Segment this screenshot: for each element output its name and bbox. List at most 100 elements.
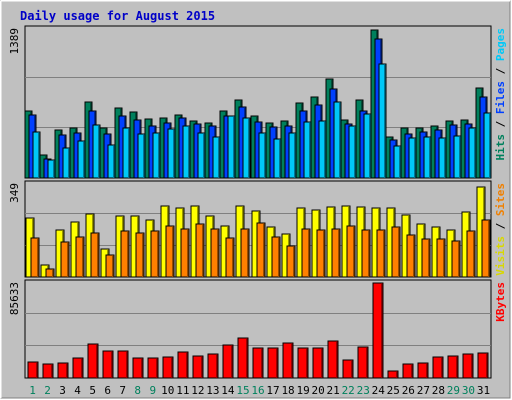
bar-sites-day-17-shade: [278, 238, 280, 277]
bar-pages-day-25-shade: [399, 147, 401, 178]
x-axis-labels: 1 2 3 4 5 6 7 8 9 10 11 12 13 14 15 16 17 18 19 20 21 22 23 24 2…: [29, 384, 490, 397]
bar-sites-day-5-shade: [97, 234, 99, 277]
bar-pages-day-2: [47, 159, 56, 179]
bar-pages-day-28: [438, 137, 447, 179]
bar-kbytes-day-7-body: [117, 350, 129, 379]
bar-kbytes-day-12-shade: [201, 357, 203, 378]
bar-kbytes-day-26-shade: [411, 365, 413, 378]
x-tick-label-day-18: 18: [281, 384, 294, 397]
bar-kbytes-day-21-body: [327, 340, 339, 379]
bar-kbytes-day-2-shade: [51, 365, 53, 378]
bar-sites-day-23: [361, 229, 371, 278]
bar-kbytes-day-29-shade: [456, 357, 458, 378]
bar-sites-day-31-body: [481, 219, 491, 278]
bar-kbytes-day-14-body: [222, 344, 234, 379]
bar-sites-day-22-shade: [353, 227, 355, 277]
x-tick-label-day-21: 21: [327, 384, 340, 397]
legend-bottom-part-0: KBytes: [494, 282, 507, 322]
panel-middle: 349 Visits / Sites: [8, 180, 507, 278]
bar-sites-day-15-body: [240, 228, 250, 278]
bar-kbytes-day-15: [237, 337, 249, 379]
bar-sites-day-9: [150, 230, 160, 278]
bar-sites-day-20: [316, 229, 326, 278]
bar-sites-day-8: [135, 232, 145, 278]
bar-sites-day-22: [346, 225, 356, 278]
bar-sites-day-23-shade: [368, 231, 370, 277]
panel-top: 1389 Hits / Files / Pages: [8, 25, 507, 179]
bar-sites-day-14-shade: [232, 239, 234, 277]
bar-pages-day-19: [303, 121, 312, 179]
bar-kbytes-day-13-body: [207, 353, 219, 379]
bar-sites-day-28: [436, 238, 446, 278]
bar-sites-day-22-body: [346, 225, 356, 278]
x-tick-label-day-6: 6: [104, 384, 111, 397]
bar-sites-day-2: [45, 268, 55, 278]
bar-kbytes-day-20-body: [312, 347, 324, 379]
bar-pages-day-14-shade: [233, 117, 235, 178]
bar-sites-day-30-body: [466, 230, 476, 278]
bar-kbytes-day-27-shade: [426, 364, 428, 378]
bar-sites-day-24: [376, 229, 386, 278]
x-tick-label-day-17: 17: [266, 384, 279, 397]
bar-kbytes-day-23-shade: [366, 348, 368, 378]
bar-kbytes-day-8-body: [132, 357, 144, 379]
bar-pages-day-3-shade: [68, 149, 70, 178]
bar-kbytes-day-12-body: [192, 355, 204, 379]
bar-sites-day-10-body: [165, 225, 175, 278]
bar-sites-day-7-body: [120, 230, 130, 278]
legend-bottom: KBytes: [494, 282, 507, 322]
bar-kbytes-day-30: [462, 353, 474, 379]
bar-kbytes-day-19-shade: [306, 349, 308, 378]
bar-sites-day-7-shade: [127, 232, 129, 277]
y-max-label-top: 1389: [8, 28, 21, 55]
x-tick-label-day-3: 3: [59, 384, 66, 397]
bar-sites-day-9-shade: [157, 232, 159, 277]
x-tick-label-day-16: 16: [251, 384, 264, 397]
bar-pages-day-20: [318, 120, 327, 179]
legend-top-part-3: /: [494, 61, 507, 81]
bar-sites-day-20-shade: [323, 231, 325, 277]
bar-kbytes-day-2-body: [42, 363, 54, 379]
x-tick-label-day-26: 26: [402, 384, 415, 397]
bar-kbytes-day-9-shade: [156, 359, 158, 378]
bar-sites-day-19-body: [301, 228, 311, 278]
bar-kbytes-day-19-body: [297, 347, 309, 379]
chart-title: Daily usage for August 2015: [20, 9, 215, 23]
bar-sites-day-13-shade: [217, 230, 219, 277]
legend-top: Hits / Files / Pages: [494, 28, 507, 161]
bar-sites-day-3-shade: [67, 243, 69, 277]
bar-kbytes-day-31: [477, 352, 489, 379]
panel-bottom: 85633 KBytes: [8, 279, 507, 379]
bar-pages-day-21-shade: [339, 103, 341, 178]
bar-sites-day-17-body: [271, 236, 281, 278]
bar-kbytes-day-19: [297, 347, 309, 379]
bar-pages-day-26: [408, 137, 417, 179]
panels: 1389 Hits / Files / Pages 349 Visits / Site…: [8, 25, 507, 379]
bar-kbytes-day-13-shade: [216, 355, 218, 378]
bar-kbytes-day-18-body: [282, 342, 294, 379]
bar-sites-day-1: [30, 237, 40, 278]
x-tick-label-day-9: 9: [149, 384, 156, 397]
x-tick-label-day-28: 28: [432, 384, 445, 397]
bar-kbytes-day-3-shade: [66, 364, 68, 378]
bar-sites-day-2-shade: [52, 270, 54, 277]
x-tick-label-day-11: 11: [176, 384, 189, 397]
bar-sites-day-18-shade: [293, 247, 295, 277]
bar-kbytes-day-18-shade: [291, 344, 293, 378]
legend-top-part-1: /: [494, 114, 507, 134]
bar-kbytes-day-17: [267, 347, 279, 379]
x-tick-label-day-22: 22: [342, 384, 355, 397]
bar-kbytes-day-20-shade: [321, 349, 323, 378]
x-tick-label-day-2: 2: [44, 384, 51, 397]
bar-sites-day-3: [60, 241, 70, 278]
bar-kbytes-day-23: [357, 346, 369, 379]
bar-kbytes-day-24-shade: [381, 284, 383, 378]
bar-kbytes-day-12: [192, 355, 204, 379]
bar-sites-day-19: [301, 228, 311, 278]
x-tick-label-day-29: 29: [447, 384, 460, 397]
bar-pages-day-29-shade: [459, 137, 461, 178]
x-tick-label-day-24: 24: [372, 384, 386, 397]
bar-pages-day-31-body: [483, 112, 492, 179]
bar-pages-day-26-shade: [414, 139, 416, 178]
bar-kbytes-day-20: [312, 347, 324, 379]
